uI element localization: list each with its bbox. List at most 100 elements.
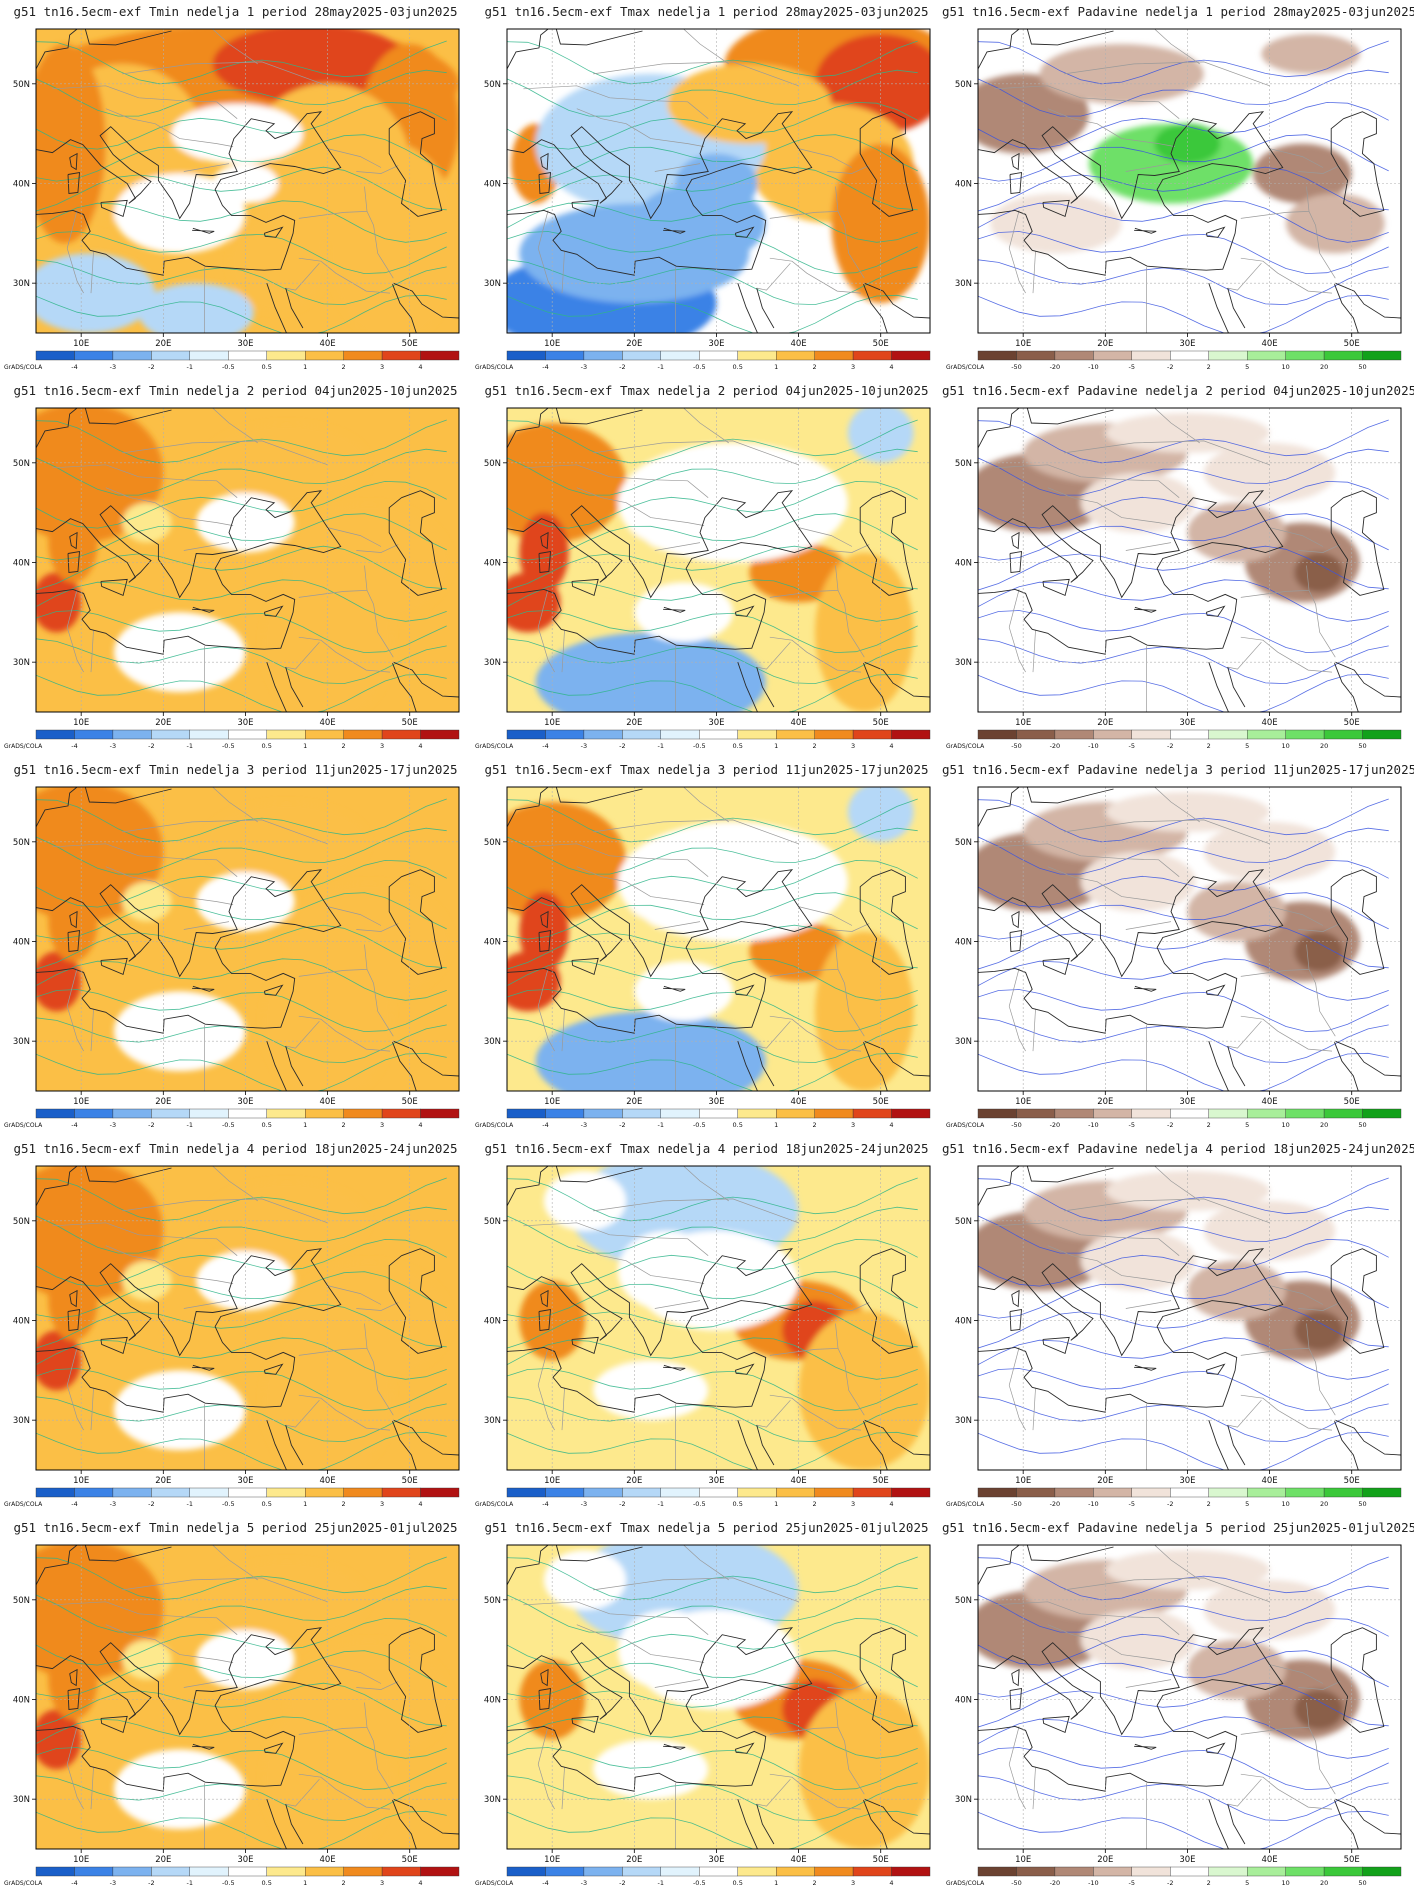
country-border (298, 636, 391, 673)
lon-tick-label: 10E (1015, 1476, 1031, 1486)
colorbar-swatch (35, 350, 75, 361)
isoline (978, 859, 1389, 908)
lon-tick-label: 50E (1344, 718, 1360, 728)
coastline (388, 869, 443, 975)
country-border (366, 1727, 394, 1795)
anomaly-region (1253, 143, 1352, 204)
lat-tick-label: 40N (955, 937, 972, 947)
country-border (1032, 251, 1036, 294)
coastline (1227, 1045, 1246, 1087)
lat-tick-label: 30N (484, 1037, 501, 1047)
coastline (864, 1419, 930, 1456)
colorbar-swatch (420, 1108, 460, 1119)
coastline (100, 199, 128, 218)
country-border (537, 968, 555, 1052)
lon-tick-label: 40E (790, 718, 806, 728)
colorbar-swatch (1362, 1487, 1402, 1498)
graticule (978, 1166, 1401, 1470)
panel-title: g51 tn16.5ecm-exf Padavine nedelja 2 per… (942, 383, 1414, 398)
coastline (36, 1545, 78, 1586)
colorbar-tick-label: -2 (1167, 1879, 1173, 1887)
isoline (978, 448, 1389, 496)
coastline (1009, 171, 1022, 195)
isoline (507, 1585, 918, 1633)
country-border (1125, 542, 1172, 551)
country-border (122, 819, 328, 845)
country-border (523, 843, 709, 877)
coastline (192, 227, 215, 234)
colorbar-tick-label: 2 (813, 1500, 817, 1508)
colorbar-tick-label: 0.5 (262, 1500, 272, 1508)
coastline (36, 111, 342, 276)
map-frame (35, 28, 460, 334)
country-border (769, 257, 862, 294)
country-border (1047, 866, 1176, 905)
country-border (1064, 440, 1270, 466)
country-border (298, 1394, 391, 1431)
lat-tick-label: 30N (484, 1416, 501, 1426)
colorbar-tick-label: 3 (851, 742, 855, 750)
colorbar-swatch (977, 1866, 1017, 1877)
map-frame (35, 1544, 460, 1850)
coastline (663, 985, 686, 992)
basemap (978, 787, 1401, 1091)
colorbar-swatch (305, 350, 344, 361)
lat-tick-label: 30N (955, 279, 972, 289)
coastline (263, 1363, 284, 1375)
colorbar-swatch (622, 1487, 662, 1498)
grads-credit: GrADS/COLA (4, 364, 43, 371)
coastline (863, 1800, 888, 1849)
lon-tick-label: 50E (873, 718, 889, 728)
colorbar-swatch (891, 729, 931, 740)
country-border (1240, 1015, 1333, 1052)
colorbar: -50 -20 -10 -5 -2 2 5 10 20 50 GrADS/COLA (946, 729, 1402, 750)
lon-tick-label: 20E (626, 1476, 642, 1486)
country-border (798, 148, 853, 168)
coastline (67, 1308, 80, 1332)
colorbar-swatch (1323, 1487, 1363, 1498)
map-field (36, 1545, 459, 1849)
colorbar-tick-label: -0.5 (222, 1121, 235, 1129)
country-border (122, 61, 328, 87)
country-border (523, 1601, 709, 1635)
coastline (1335, 1798, 1401, 1835)
coastline (1227, 287, 1246, 329)
country-border (105, 866, 234, 905)
colorbar-tick-label: 1 (774, 1121, 778, 1129)
colorbar-swatch (1362, 1108, 1402, 1119)
colorbar-tick-label: 1 (774, 363, 778, 371)
country-border (576, 108, 705, 147)
lat-tick-label: 40N (955, 179, 972, 189)
country-border (683, 1545, 729, 1581)
coastline (507, 29, 549, 70)
lon-tick-label: 30E (237, 1476, 253, 1486)
colorbar-tick-label: 3 (851, 1121, 855, 1129)
country-border (298, 1773, 391, 1810)
country-border (837, 211, 865, 279)
colorbar-tick-label: 4 (418, 363, 422, 371)
isolines (36, 1177, 447, 1470)
panel-title: g51 tn16.5ecm-exf Padavine nedelja 3 per… (942, 762, 1414, 777)
colorbar-swatch (977, 729, 1017, 740)
coastline (36, 1627, 342, 1792)
colorbar-swatch (814, 350, 854, 361)
coastline (507, 787, 549, 828)
colorbar-swatch (891, 350, 931, 361)
country-border (183, 921, 230, 930)
coastline (859, 869, 914, 975)
isoline (36, 579, 447, 622)
country-border (327, 527, 382, 547)
coastline (756, 1424, 775, 1466)
colorbar-tick-label: 5 (1245, 1879, 1249, 1887)
anomaly-region (228, 213, 328, 313)
colorbar-tick-label: 3 (380, 742, 384, 750)
coastline (555, 29, 643, 46)
lon-tick-label: 40E (319, 1855, 335, 1865)
coastline (1205, 1363, 1226, 1375)
isoline (978, 1368, 1389, 1412)
map-field (978, 1545, 1401, 1849)
country-border (1064, 1577, 1270, 1603)
colorbar-tick-label: -5 (1129, 1879, 1135, 1887)
country-border (90, 1388, 94, 1431)
country-border (298, 1323, 368, 1356)
